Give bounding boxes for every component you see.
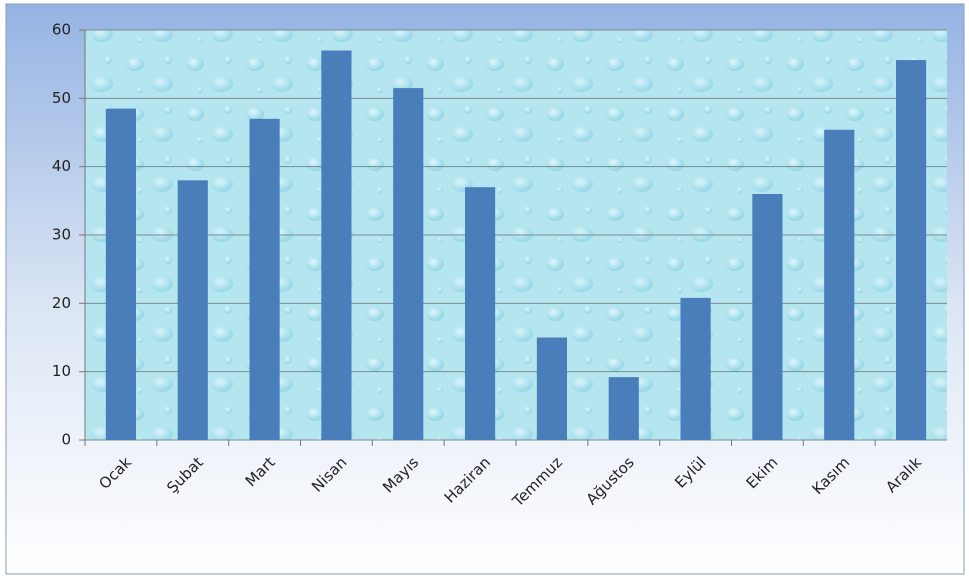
bar — [249, 118, 280, 440]
y-tick-label: 40 — [52, 157, 71, 175]
y-tick-label: 30 — [52, 226, 71, 244]
y-tick-label: 20 — [52, 294, 71, 312]
bar — [824, 129, 855, 440]
bar — [393, 88, 424, 440]
y-tick-label: 50 — [52, 89, 71, 107]
y-tick-label: 60 — [52, 21, 71, 39]
bar — [177, 180, 208, 441]
bar — [321, 50, 352, 440]
bar — [105, 108, 137, 440]
bar — [608, 377, 639, 440]
bar — [895, 60, 927, 441]
y-tick-label: 10 — [52, 362, 71, 380]
bar — [680, 297, 711, 440]
bar — [752, 194, 783, 440]
bar — [464, 187, 496, 440]
bar — [536, 337, 568, 440]
y-tick-label: 0 — [61, 431, 71, 449]
